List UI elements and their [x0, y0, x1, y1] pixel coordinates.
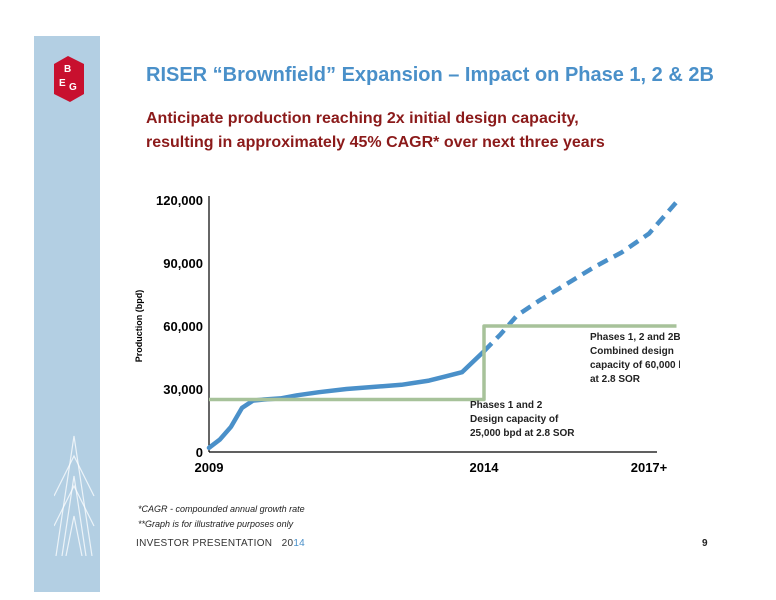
footnote-cagr: *CAGR - compounded annual growth rate: [138, 504, 305, 514]
slide-subtitle: Anticipate production reaching 2x initia…: [146, 107, 605, 155]
y-tick-label: 90,000: [163, 256, 203, 271]
slide-title: RISER “Brownfield” Expansion – Impact on…: [146, 64, 714, 86]
footer-year-b: 14: [293, 538, 306, 549]
annotation-phase2b-line: capacity of 60,000 bpd: [590, 360, 680, 371]
production-chart: 0 30,000 60,000 90,000 120,000 2009 2014 2017+ P…: [134, 193, 680, 475]
projected-production-line: [482, 200, 679, 353]
footer-label: INVESTOR PRESENTATION 2014: [136, 538, 305, 549]
svg-text:B: B: [64, 64, 71, 75]
annotation-phase12-line: Phases 1 and 2: [470, 400, 543, 411]
decorative-chevrons: [54, 435, 95, 556]
x-tick-label: 2017+: [631, 460, 668, 475]
footnote-illustrative: **Graph is for illustrative purposes onl…: [138, 519, 294, 529]
subtitle-line: resulting in approximately 45% CAGR* ove…: [146, 134, 605, 151]
production-line: [206, 348, 487, 451]
footer-text: INVESTOR PRESENTATION: [136, 538, 273, 549]
x-tick-label: 2009: [195, 460, 224, 475]
capacity-step-line: [209, 324, 677, 402]
annotation-phase12-line: 25,000 bpd at 2.8 SOR: [470, 428, 575, 439]
page-number: 9: [702, 538, 708, 549]
footer-year-a: 20: [281, 538, 294, 549]
annotation-phase2b-line: Combined design: [590, 346, 674, 357]
subtitle-line: Anticipate production reaching 2x initia…: [146, 110, 579, 127]
svg-text:E: E: [59, 78, 66, 89]
svg-text:G: G: [69, 82, 77, 93]
annotation-phase12-line: Design capacity of: [470, 414, 559, 425]
y-tick-label: 120,000: [156, 193, 203, 208]
y-axis-label: Production (bpd): [134, 290, 144, 362]
y-tick-label: 30,000: [163, 382, 203, 397]
y-tick-label: 0: [196, 445, 203, 460]
company-logo: B E G: [54, 56, 84, 102]
annotation-phase2b-line: Phases 1, 2 and 2B: [590, 332, 680, 343]
x-tick-label: 2014: [470, 460, 500, 475]
y-tick-label: 60,000: [163, 319, 203, 334]
annotation-phase2b-line: at 2.8 SOR: [590, 374, 641, 385]
